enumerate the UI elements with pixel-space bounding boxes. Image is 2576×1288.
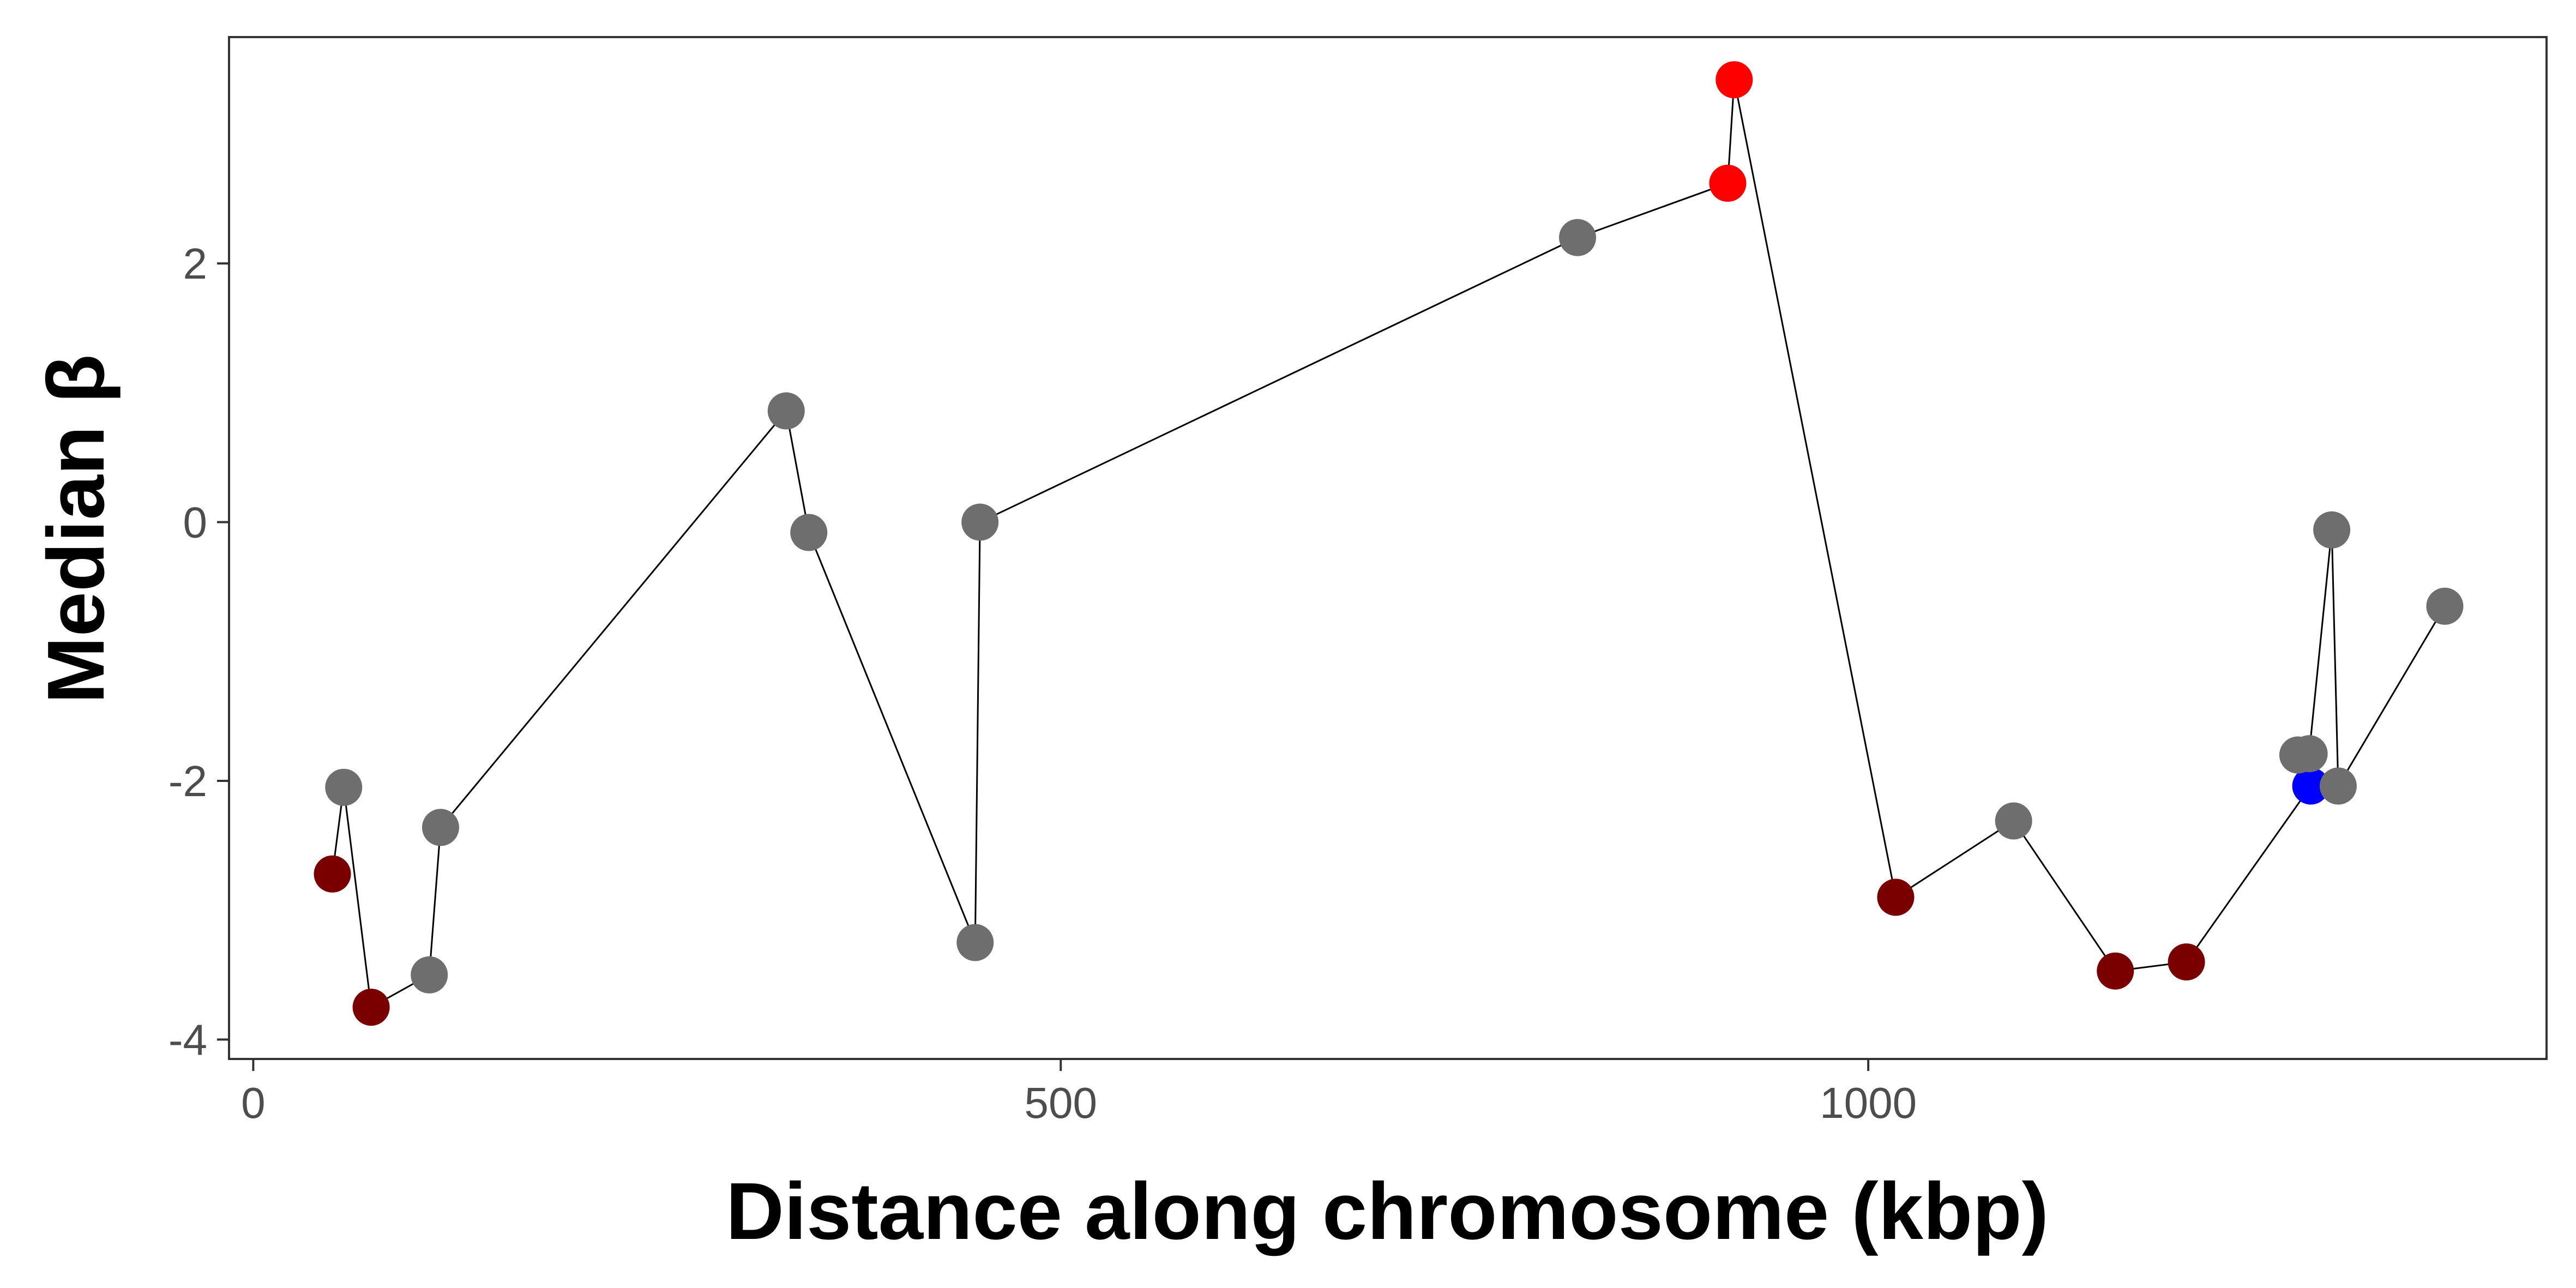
x-tick-label: 0 (241, 1079, 266, 1127)
x-tick-label: 1000 (1820, 1079, 1917, 1127)
y-tick-label: 0 (183, 498, 208, 547)
connector-line (2337, 605, 2446, 787)
axes: 0 500 1000 -4 -2 0 2 (168, 36, 2548, 1127)
connector-line (440, 410, 787, 828)
connector-line (2013, 820, 2116, 972)
data-point (2290, 735, 2328, 773)
x-tick-label: 500 (1025, 1079, 1097, 1127)
panel-border (228, 36, 2548, 1060)
connector-line (2331, 529, 2339, 786)
connector-line (808, 532, 976, 943)
connector-line (1895, 820, 2014, 898)
data-point (1716, 61, 1753, 99)
data-point (1558, 219, 1596, 256)
data-point (2292, 767, 2330, 805)
y-tick-label: -2 (168, 757, 207, 805)
data-point (1709, 165, 1747, 202)
data-point (2426, 587, 2464, 625)
data-point (2168, 943, 2205, 981)
data-point (2319, 767, 2357, 805)
connector-line (2186, 785, 2312, 962)
connector-line (979, 237, 1578, 523)
data-point (325, 768, 363, 806)
connector-line (342, 787, 372, 1008)
connector-line (1733, 79, 1897, 898)
connector-line (1577, 182, 1728, 239)
data-point (767, 392, 805, 430)
data-point (352, 989, 390, 1026)
y-axis-title: Median β (31, 354, 121, 703)
y-tick-label: -4 (168, 1015, 207, 1064)
data-point (2313, 511, 2351, 549)
data-point (961, 503, 999, 541)
data-point (1877, 878, 1915, 916)
data-point (790, 514, 828, 551)
data-point (411, 956, 448, 994)
data-point (314, 855, 351, 893)
data-point (956, 924, 994, 961)
plot-area (314, 61, 2464, 1026)
x-axis-title: Distance along chromosome (kbp) (726, 1166, 2049, 1256)
connector-line (974, 522, 981, 943)
connector-line (2308, 529, 2333, 754)
connector-line (785, 411, 810, 533)
data-point (1995, 802, 2032, 840)
data-point (2097, 952, 2134, 990)
y-tick-label: 2 (183, 239, 208, 288)
data-point (422, 809, 459, 846)
connector-line (428, 827, 442, 975)
